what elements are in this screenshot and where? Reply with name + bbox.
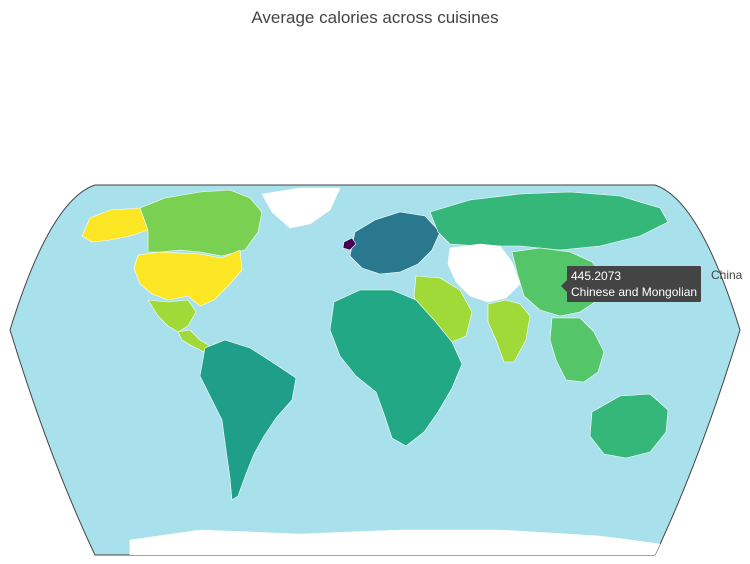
hover-tooltip: 445.2073 Chinese and Mongolian — [560, 266, 702, 302]
region-alaska[interactable] — [81, 207, 149, 243]
region-southeast-asia[interactable] — [549, 317, 605, 383]
region-europe[interactable] — [349, 211, 441, 275]
region-canada[interactable] — [139, 189, 263, 257]
region-central-asia[interactable] — [447, 243, 521, 303]
region-ireland[interactable] — [342, 237, 357, 251]
tooltip-value: 445.2073 — [571, 269, 622, 283]
region-greenland[interactable] — [261, 187, 341, 229]
chart-title: Average calories across cuisines — [251, 8, 499, 27]
region-united-states[interactable] — [133, 249, 243, 307]
tooltip-location: China — [711, 268, 743, 282]
tooltip-cuisine: Chinese and Mongolian — [571, 285, 698, 299]
region-africa[interactable] — [329, 289, 463, 447]
region-south-america[interactable] — [199, 339, 297, 501]
region-russia[interactable] — [429, 191, 669, 251]
region-australia[interactable] — [589, 393, 669, 459]
region-mexico[interactable] — [147, 299, 197, 333]
region-india[interactable] — [487, 299, 531, 363]
region-antarctica[interactable] — [129, 529, 661, 560]
